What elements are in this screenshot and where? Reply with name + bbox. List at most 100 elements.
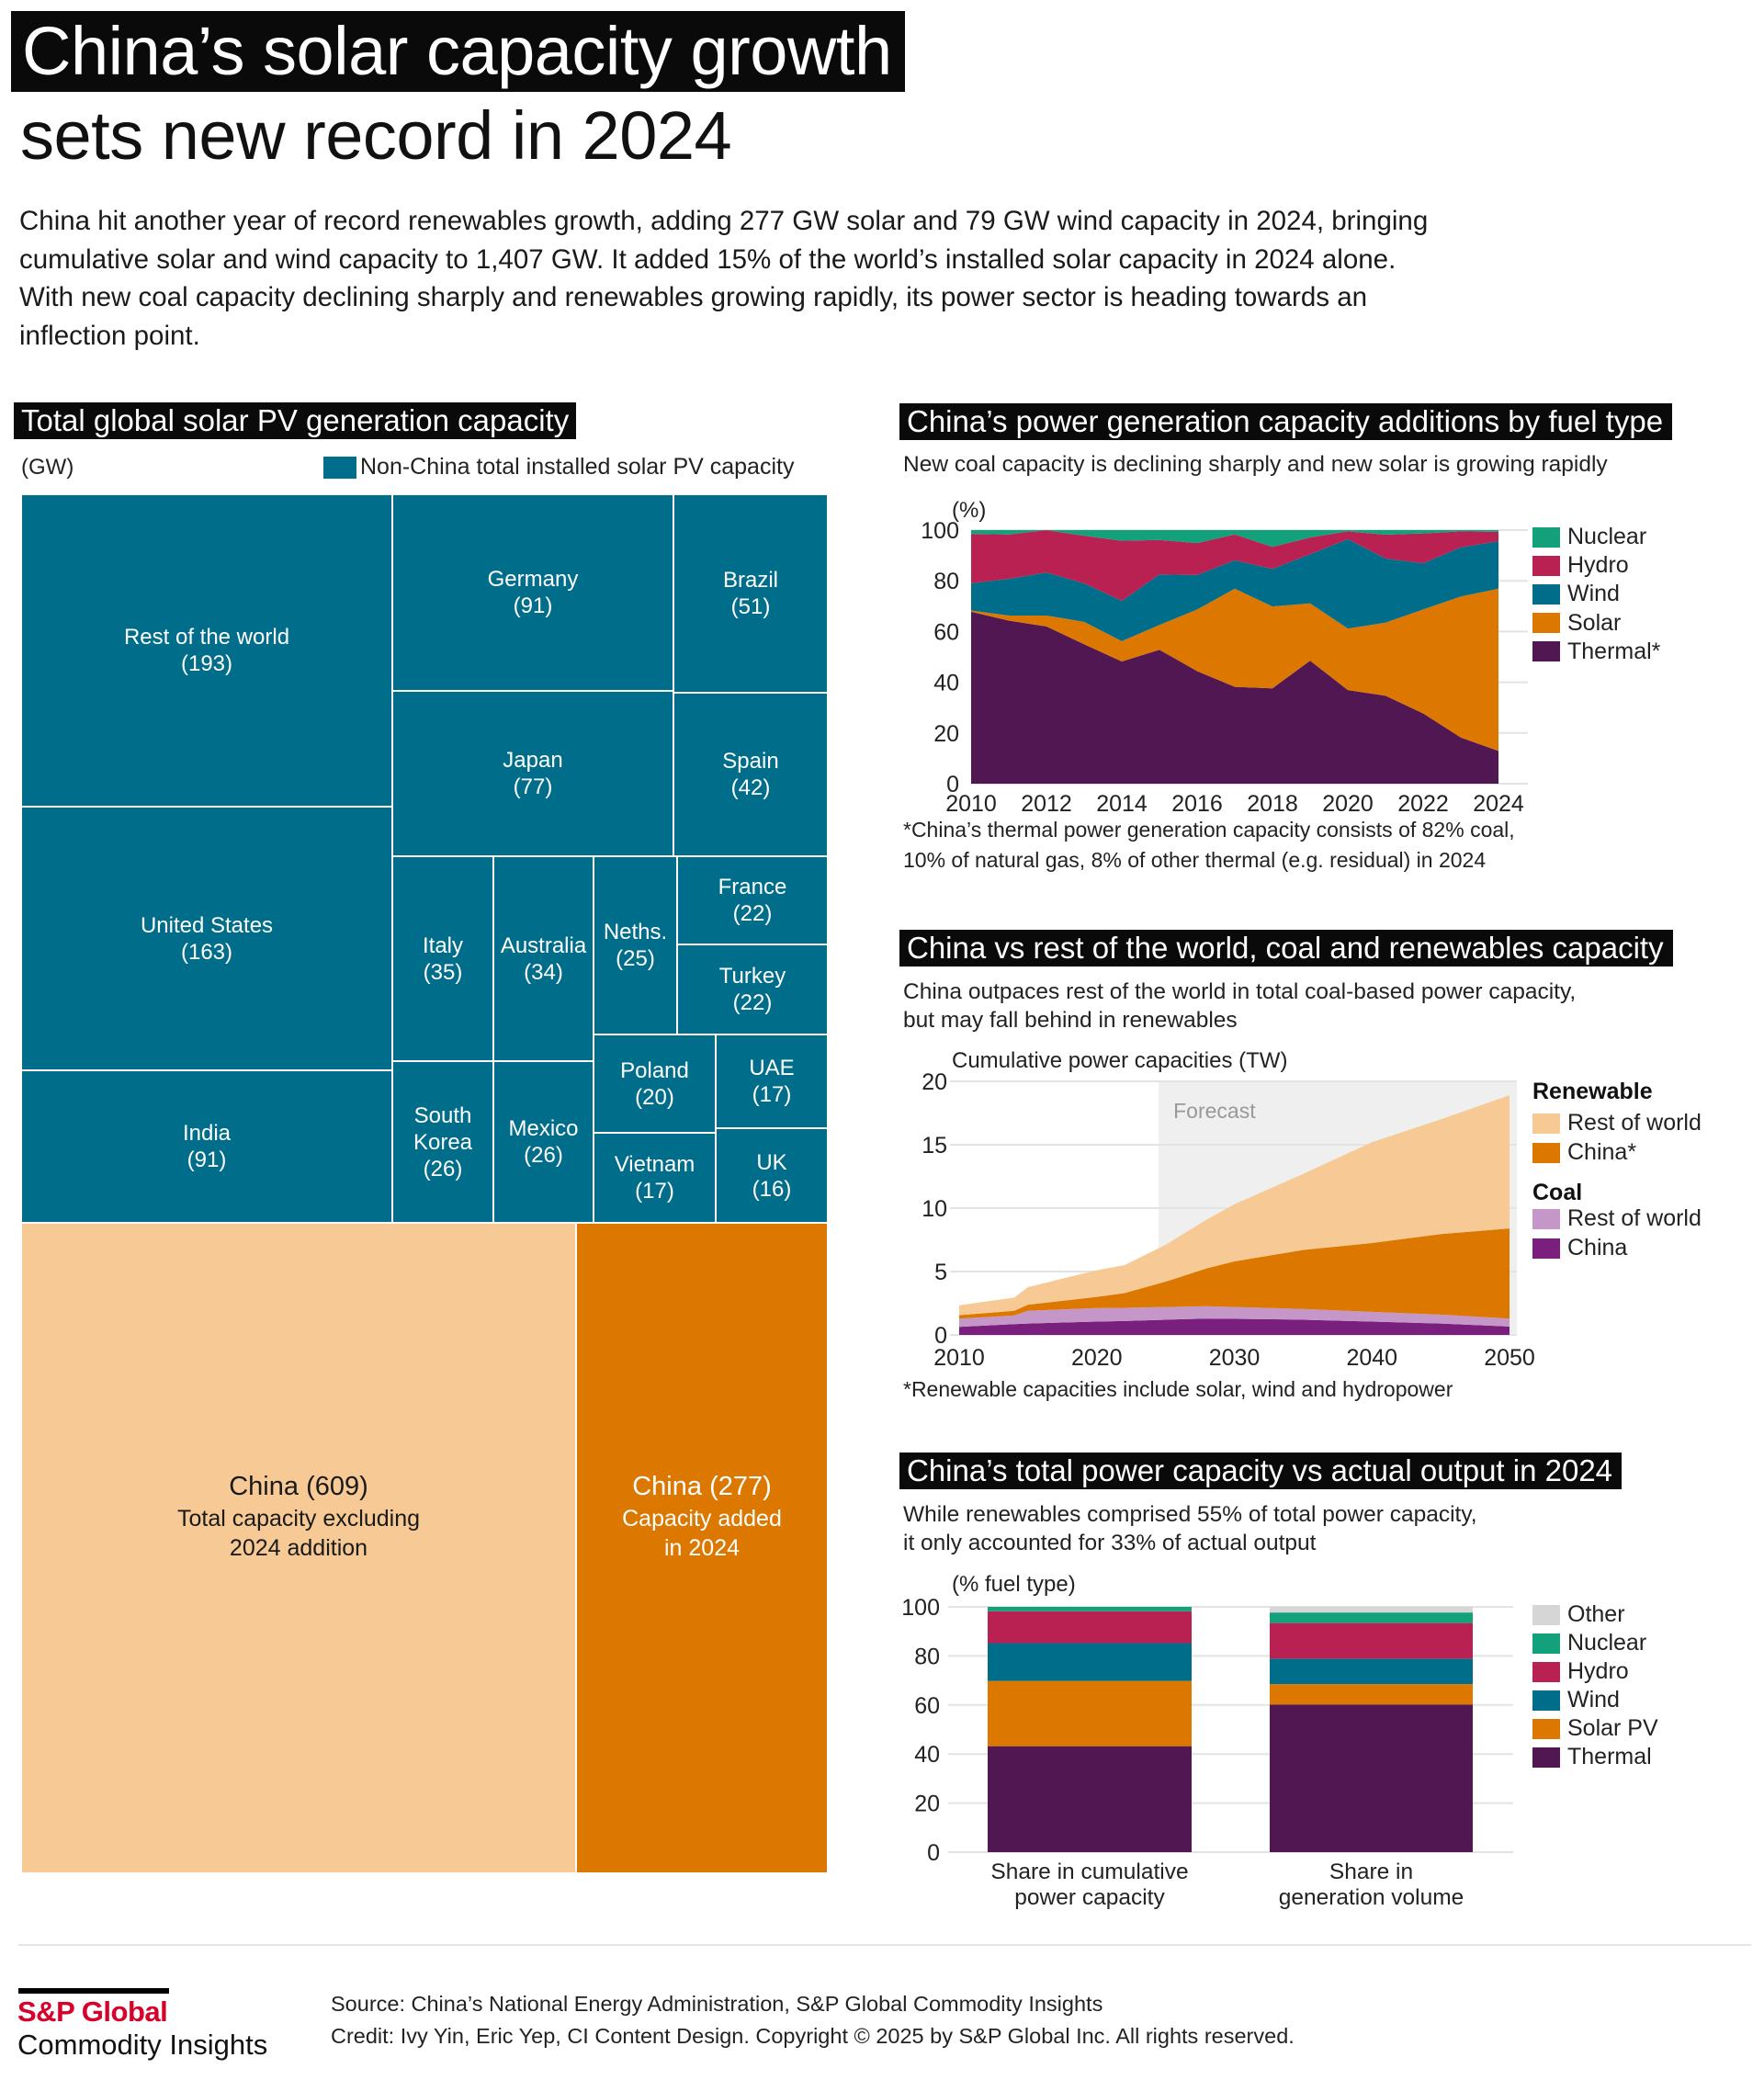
treemap-cell-value: (34) — [524, 959, 563, 985]
treemap-china-label: China (609) — [229, 1472, 368, 1501]
y-axis-unit: (%) — [952, 498, 986, 523]
area-thermal — [971, 611, 1498, 784]
legend-swatch-coal_row — [1532, 1208, 1560, 1229]
x-tick-label: 2030 — [1209, 1345, 1261, 1371]
treemap-cell-name: Turkey — [718, 964, 786, 989]
treemap-china-sublabel: Total capacity excluding — [176, 1506, 421, 1532]
capacity-output-chart-title: China’s total power capacity vs actual o… — [899, 1453, 1623, 1489]
y-tick-label: 15 — [922, 1133, 947, 1159]
coal-renewables-subtitle-line-1: China outpaces rest of the world in tota… — [903, 979, 1577, 1004]
y-tick-label: 100 — [921, 518, 959, 544]
treemap-cell-value: (26) — [524, 1143, 563, 1168]
treemap-cell-mexico: Mexico (26) — [493, 1061, 594, 1223]
legend-swatch-other — [1532, 1604, 1560, 1625]
y-tick-label: 20 — [914, 1792, 940, 1817]
legend-heading-renewable: Renewable — [1532, 1079, 1653, 1104]
treemap-cell-value: (91) — [187, 1147, 227, 1172]
y-tick-label: 0 — [927, 1840, 940, 1866]
category-label: generation volume — [1279, 1885, 1464, 1910]
bar-segment-nuclear-2 — [1270, 1612, 1473, 1623]
x-tick-label: 2022 — [1397, 791, 1449, 817]
bar-segment-solar-1 — [988, 1680, 1192, 1747]
capacity-output-subtitle-line-2: it only accounted for 33% of actual outp… — [903, 1531, 1317, 1555]
legend-item-other: Other — [1532, 1601, 1625, 1628]
y-tick-label: 100 — [901, 1595, 940, 1621]
treemap-cell-value: (17) — [752, 1082, 792, 1107]
y-tick-label: 60 — [914, 1693, 940, 1719]
logo-sp-global: S&P Global — [17, 1995, 168, 2028]
legend-swatch-ren_row — [1532, 1113, 1560, 1134]
credit-text: Credit: Ivy Yin, Eric Yep, CI Content De… — [331, 2024, 1295, 2048]
legend-label: Thermal* — [1567, 638, 1661, 664]
capacity-output-y-label: (% fuel type) — [952, 1572, 1076, 1597]
treemap-title: Total global solar PV generation capacit… — [14, 402, 577, 439]
main-title-line-1: China’s solar capacity growth — [11, 11, 905, 92]
area-wind — [971, 538, 1498, 641]
area-coal_row — [959, 1306, 1510, 1328]
area-nuclear — [971, 530, 1498, 548]
legend-swatch-solar — [1532, 613, 1560, 634]
legend-swatch-solar — [1532, 1718, 1560, 1739]
treemap-cell-value: (22) — [732, 901, 773, 926]
treemap-cell-name: Germany — [487, 567, 579, 592]
bar-segment-wind-2 — [1270, 1658, 1473, 1685]
treemap-cell-value: (17) — [635, 1179, 674, 1204]
legend-item-china: China* — [1532, 1139, 1636, 1166]
footer-divider — [18, 1944, 1751, 1946]
treemap-cell-spain: Spain (42) — [673, 693, 828, 856]
legend-label: China — [1567, 1235, 1628, 1260]
bar-segment-hydro-2 — [1270, 1622, 1473, 1659]
treemap-cell-value: (16) — [752, 1176, 792, 1202]
x-tick-label: 2020 — [1071, 1345, 1123, 1371]
y-tick-label: 80 — [933, 569, 959, 594]
treemap-cell-name: Vietnam — [614, 1152, 695, 1177]
legend-swatch-nuclear — [1532, 526, 1560, 548]
treemap-cell-value: (20) — [635, 1084, 674, 1110]
intro-paragraph: China hit another year of record renewab… — [19, 206, 1429, 351]
treemap-cell-china-china-added: China (277) Capacity added in 2024 — [576, 1223, 828, 1873]
legend-item-hydro: Hydro — [1532, 1658, 1629, 1685]
treemap-cell-turkey: Turkey (22) — [677, 944, 828, 1034]
additions-chart-title: China’s power generation capacity additi… — [899, 403, 1673, 440]
treemap-cell-value: (25) — [616, 946, 655, 971]
coal-renewables-chart-title: China vs rest of the world, coal and ren… — [899, 930, 1673, 967]
y-tick-label: 0 — [934, 1323, 947, 1349]
legend-label: Nuclear — [1567, 1630, 1647, 1656]
x-tick-label: 2050 — [1484, 1345, 1535, 1371]
treemap-cell-india: India (91) — [21, 1070, 392, 1223]
y-tick-label: 80 — [914, 1644, 940, 1669]
treemap-cell-south-korea: South Korea (26) — [392, 1061, 493, 1223]
treemap-cell-name: Rest of the world — [123, 625, 290, 650]
treemap-cell-name: Mexico — [508, 1116, 579, 1141]
legend-item-thermal: Thermal* — [1532, 639, 1660, 665]
bar-segment-thermal-1 — [988, 1746, 1192, 1852]
treemap-cell-value: (42) — [730, 775, 771, 800]
x-tick-label: 2014 — [1096, 791, 1148, 817]
legend-label: Solar PV — [1567, 1715, 1658, 1741]
logo-bar — [18, 1988, 169, 1994]
legend-label: Solar — [1567, 609, 1622, 636]
y-tick-label: 40 — [914, 1742, 940, 1768]
category-label: Share in — [1329, 1860, 1413, 1884]
treemap-cell-poland: Poland (20) — [594, 1034, 716, 1133]
treemap-cell-name: Brazil — [722, 568, 778, 593]
treemap-cell-name: Italy — [422, 933, 463, 958]
x-tick-label: 2024 — [1473, 791, 1524, 817]
treemap-cell-name: Neths. — [603, 920, 668, 944]
legend-label: Thermal — [1567, 1744, 1652, 1769]
treemap-cell-name: Poland — [620, 1057, 689, 1083]
coal-renewables-y-label: Cumulative power capacities (TW) — [952, 1048, 1288, 1073]
y-tick-label: 0 — [946, 772, 959, 797]
legend-swatch-coal_china — [1532, 1238, 1560, 1259]
treemap-cell-name: Korea — [413, 1129, 473, 1155]
treemap-cell-value: (193) — [180, 651, 233, 676]
treemap-cell-name: France — [718, 875, 787, 899]
legend-item-thermal: Thermal — [1532, 1744, 1652, 1770]
legend-label: Rest of world — [1567, 1110, 1702, 1136]
treemap-cell-value: (163) — [180, 939, 233, 965]
legend-label: Hydro — [1567, 1658, 1629, 1684]
legend-label: China* — [1567, 1139, 1637, 1165]
legend-label: Nuclear — [1567, 524, 1647, 549]
treemap-legend-label: Non-China total installed solar PV capac… — [360, 454, 795, 480]
treemap-cell-name: United States — [140, 912, 274, 938]
